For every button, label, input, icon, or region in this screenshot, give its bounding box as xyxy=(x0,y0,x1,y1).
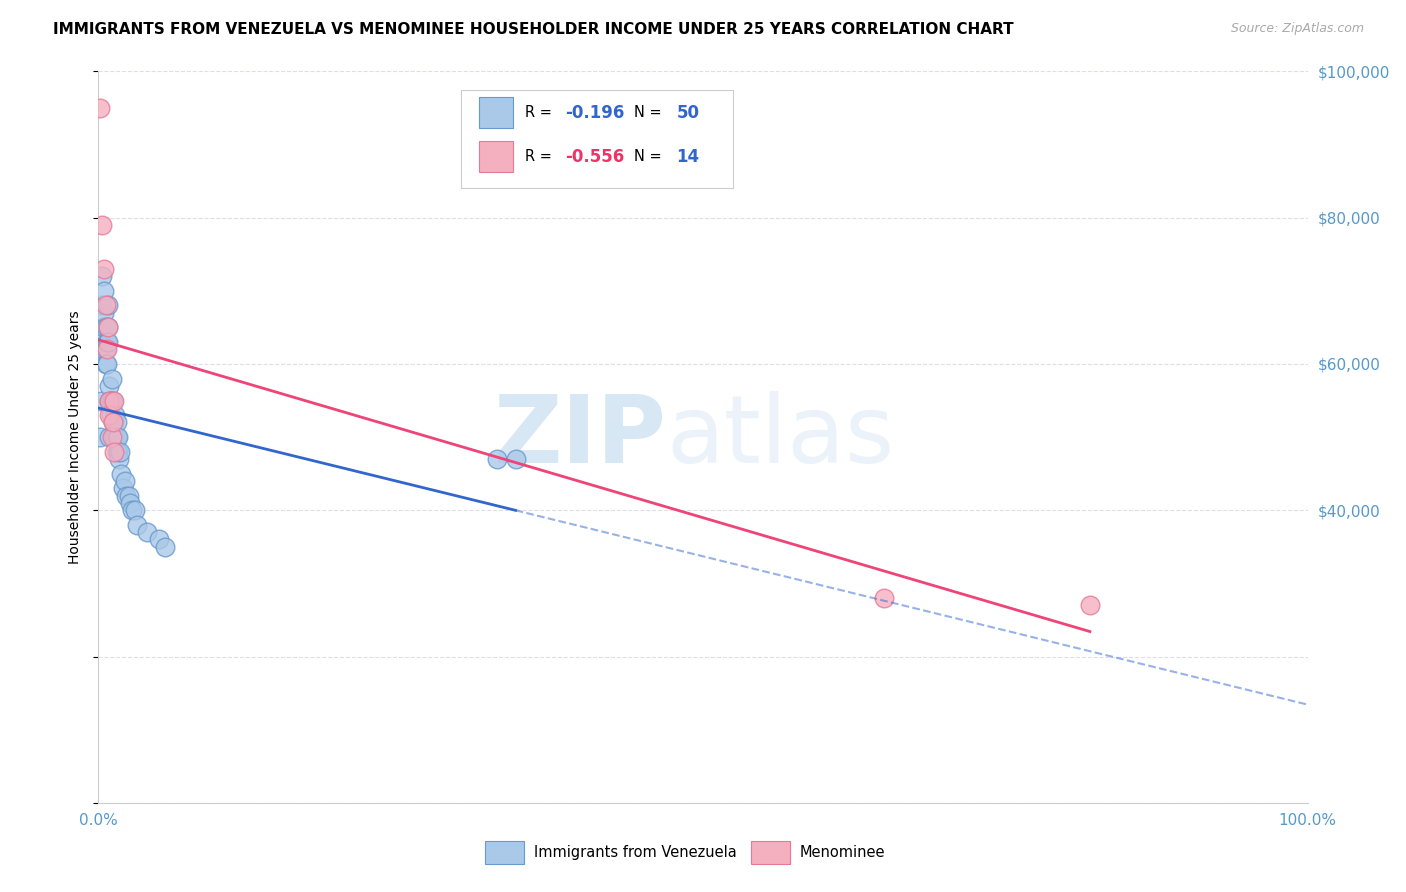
Point xyxy=(100,393,122,408)
Point xyxy=(108,444,131,458)
Text: R =: R = xyxy=(526,105,557,120)
Point xyxy=(101,416,124,430)
Point xyxy=(111,481,134,495)
Point xyxy=(94,357,117,371)
Point xyxy=(100,408,122,422)
Point xyxy=(93,261,115,276)
Point xyxy=(94,298,117,312)
Point xyxy=(1078,599,1101,613)
Point xyxy=(97,298,120,312)
Text: Immigrants from Venezuela: Immigrants from Venezuela xyxy=(534,845,737,860)
Point xyxy=(100,371,122,385)
Text: 50: 50 xyxy=(676,103,699,121)
Point xyxy=(103,416,125,430)
Point xyxy=(105,416,128,430)
Point xyxy=(97,334,120,349)
Y-axis label: Householder Income Under 25 years: Householder Income Under 25 years xyxy=(69,310,83,564)
Point xyxy=(124,503,146,517)
Text: Menominee: Menominee xyxy=(800,845,886,860)
Point xyxy=(97,320,120,334)
Text: Source: ZipAtlas.com: Source: ZipAtlas.com xyxy=(1230,22,1364,36)
Point xyxy=(94,320,117,334)
Point xyxy=(96,357,118,371)
Text: -0.556: -0.556 xyxy=(565,147,624,166)
Point xyxy=(121,503,143,517)
Text: N =: N = xyxy=(634,105,666,120)
Point xyxy=(98,408,121,422)
Point xyxy=(90,393,112,408)
Point xyxy=(104,408,127,422)
Text: -0.196: -0.196 xyxy=(565,103,624,121)
Point xyxy=(103,393,125,408)
Point xyxy=(94,343,117,357)
Point xyxy=(873,591,896,605)
Point xyxy=(100,393,122,408)
Point xyxy=(98,430,121,444)
Point xyxy=(91,218,114,232)
Point xyxy=(118,489,141,503)
Point xyxy=(105,444,128,458)
Text: N =: N = xyxy=(634,149,666,164)
Point xyxy=(89,430,111,444)
Point xyxy=(90,334,112,349)
Point xyxy=(93,284,115,298)
Point xyxy=(107,430,129,444)
Point xyxy=(105,430,128,444)
Point xyxy=(98,379,121,393)
Point xyxy=(96,343,118,357)
Point xyxy=(118,496,141,510)
Point xyxy=(93,306,115,320)
Bar xyxy=(479,141,513,172)
Point xyxy=(110,467,132,481)
Point xyxy=(486,452,509,467)
Point xyxy=(91,320,114,334)
Text: 14: 14 xyxy=(676,147,700,166)
Text: ZIP: ZIP xyxy=(494,391,666,483)
Point xyxy=(153,540,176,554)
Text: R =: R = xyxy=(526,149,557,164)
Bar xyxy=(479,97,513,128)
Point xyxy=(107,444,129,458)
Point xyxy=(103,444,125,458)
Point xyxy=(91,298,114,312)
FancyBboxPatch shape xyxy=(461,90,734,188)
Point xyxy=(101,393,124,408)
Point xyxy=(96,334,118,349)
Bar xyxy=(485,841,524,864)
Point xyxy=(135,525,157,540)
Point xyxy=(148,533,170,547)
Bar xyxy=(751,841,790,864)
Point xyxy=(108,452,131,467)
Point xyxy=(97,320,120,334)
Point xyxy=(98,393,121,408)
Point xyxy=(114,474,136,488)
Point xyxy=(91,269,114,284)
Point xyxy=(101,416,124,430)
Text: IMMIGRANTS FROM VENEZUELA VS MENOMINEE HOUSEHOLDER INCOME UNDER 25 YEARS CORRELA: IMMIGRANTS FROM VENEZUELA VS MENOMINEE H… xyxy=(53,22,1014,37)
Point xyxy=(98,393,121,408)
Point xyxy=(505,452,527,467)
Point xyxy=(127,517,149,532)
Point xyxy=(100,430,122,444)
Point xyxy=(89,101,111,115)
Point xyxy=(91,343,114,357)
Point xyxy=(103,430,125,444)
Text: atlas: atlas xyxy=(666,391,896,483)
Point xyxy=(115,489,138,503)
